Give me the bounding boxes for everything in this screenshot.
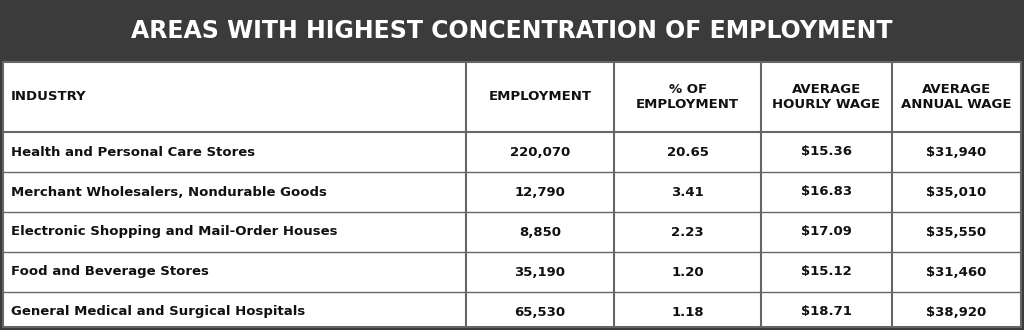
Text: AVERAGE
ANNUAL WAGE: AVERAGE ANNUAL WAGE bbox=[901, 83, 1012, 111]
Text: 65,530: 65,530 bbox=[514, 306, 565, 318]
Text: General Medical and Surgical Hospitals: General Medical and Surgical Hospitals bbox=[11, 306, 305, 318]
Text: 220,070: 220,070 bbox=[510, 146, 570, 158]
Text: Health and Personal Care Stores: Health and Personal Care Stores bbox=[11, 146, 255, 158]
Text: AREAS WITH HIGHEST CONCENTRATION OF EMPLOYMENT: AREAS WITH HIGHEST CONCENTRATION OF EMPL… bbox=[131, 19, 893, 43]
Text: $35,550: $35,550 bbox=[927, 225, 986, 239]
Text: 3.41: 3.41 bbox=[671, 185, 703, 199]
Text: Electronic Shopping and Mail-Order Houses: Electronic Shopping and Mail-Order House… bbox=[11, 225, 338, 239]
Bar bbox=[3, 62, 1021, 327]
Text: 35,190: 35,190 bbox=[514, 266, 565, 279]
Text: $15.12: $15.12 bbox=[801, 266, 852, 279]
Text: $15.36: $15.36 bbox=[801, 146, 852, 158]
Text: $38,920: $38,920 bbox=[927, 306, 986, 318]
Text: $31,460: $31,460 bbox=[926, 266, 986, 279]
Text: EMPLOYMENT: EMPLOYMENT bbox=[488, 90, 592, 104]
Text: $16.83: $16.83 bbox=[801, 185, 852, 199]
Text: 1.20: 1.20 bbox=[672, 266, 703, 279]
Text: $31,940: $31,940 bbox=[927, 146, 986, 158]
Text: 20.65: 20.65 bbox=[667, 146, 709, 158]
Text: $17.09: $17.09 bbox=[801, 225, 852, 239]
Text: $35,010: $35,010 bbox=[927, 185, 986, 199]
Text: Merchant Wholesalers, Nondurable Goods: Merchant Wholesalers, Nondurable Goods bbox=[11, 185, 327, 199]
Text: 12,790: 12,790 bbox=[514, 185, 565, 199]
Text: $18.71: $18.71 bbox=[801, 306, 852, 318]
Text: 2.23: 2.23 bbox=[672, 225, 703, 239]
Text: INDUSTRY: INDUSTRY bbox=[11, 90, 87, 104]
Text: 1.18: 1.18 bbox=[672, 306, 703, 318]
Text: % OF
EMPLOYMENT: % OF EMPLOYMENT bbox=[636, 83, 739, 111]
Bar bbox=[3, 62, 1021, 327]
Text: AVERAGE
HOURLY WAGE: AVERAGE HOURLY WAGE bbox=[772, 83, 881, 111]
Text: 8,850: 8,850 bbox=[519, 225, 561, 239]
Text: Food and Beverage Stores: Food and Beverage Stores bbox=[11, 266, 209, 279]
